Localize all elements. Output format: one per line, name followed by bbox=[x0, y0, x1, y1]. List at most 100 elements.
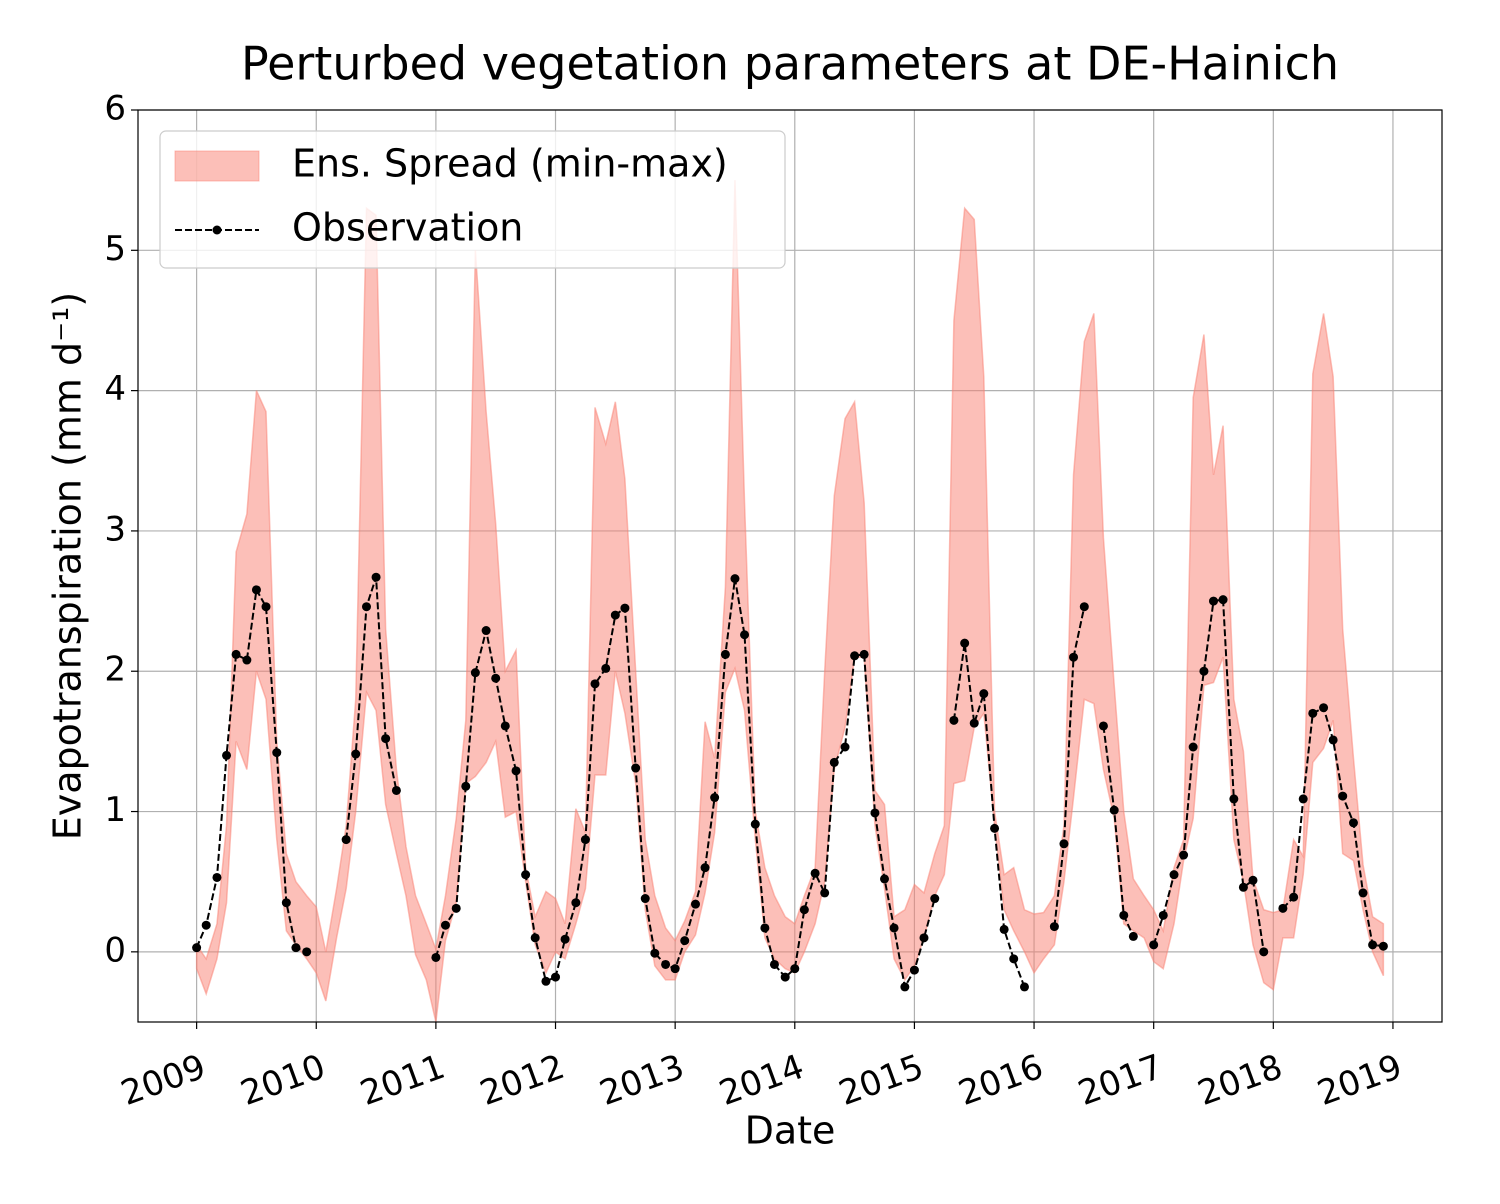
observation-point bbox=[750, 819, 760, 829]
observation-point bbox=[1229, 794, 1239, 804]
observation-point bbox=[870, 808, 880, 818]
observation-point bbox=[820, 888, 830, 898]
observation-point bbox=[470, 668, 480, 678]
y-tick-label: 3 bbox=[104, 509, 126, 549]
observation-point bbox=[580, 835, 590, 845]
observation-point bbox=[909, 965, 919, 975]
observation-point bbox=[859, 649, 869, 659]
observation-point bbox=[1109, 805, 1119, 815]
legend-swatch bbox=[174, 150, 260, 182]
observation-point bbox=[880, 874, 890, 884]
observation-point bbox=[1179, 850, 1189, 860]
observation-point bbox=[979, 689, 989, 699]
observation-point bbox=[1049, 922, 1059, 932]
observation-point bbox=[1098, 721, 1108, 731]
observation-point bbox=[1119, 910, 1129, 920]
observation-point bbox=[1128, 931, 1138, 941]
legend-label: Ens. Spread (min-max) bbox=[292, 142, 728, 186]
observation-point bbox=[500, 721, 510, 731]
observation-point bbox=[1169, 870, 1179, 880]
observation-point bbox=[560, 934, 570, 944]
observation-point bbox=[760, 923, 770, 933]
observation-point bbox=[990, 823, 1000, 833]
observation-point bbox=[610, 610, 620, 620]
observation-point bbox=[930, 894, 940, 904]
observation-point bbox=[710, 793, 720, 803]
observation-point bbox=[1328, 735, 1338, 745]
legend-box bbox=[159, 130, 786, 269]
y-tick-label: 5 bbox=[104, 229, 126, 269]
observation-point bbox=[730, 574, 740, 584]
observation-point bbox=[571, 898, 581, 908]
observation-point bbox=[829, 757, 839, 767]
observation-point bbox=[590, 679, 600, 689]
observation-point bbox=[371, 572, 381, 582]
observation-point bbox=[440, 920, 450, 930]
y-axis-label: Evapotranspiration (mm d⁻¹) bbox=[46, 292, 90, 840]
observation-point bbox=[1059, 839, 1069, 849]
observation-point bbox=[900, 982, 910, 992]
observation-point bbox=[1069, 652, 1079, 662]
ensemble-band bbox=[195, 180, 1385, 1023]
observation-point bbox=[1158, 910, 1168, 920]
observation-point bbox=[780, 972, 790, 982]
observation-point bbox=[1319, 703, 1329, 713]
observation-point bbox=[999, 924, 1009, 934]
observation-point bbox=[1079, 602, 1089, 612]
observation-point bbox=[222, 750, 232, 760]
observation-point bbox=[1289, 892, 1299, 902]
observation-point bbox=[601, 663, 611, 673]
observation-point bbox=[481, 626, 491, 636]
observation-point bbox=[521, 870, 531, 880]
observation-point bbox=[511, 766, 521, 776]
observation-point bbox=[231, 649, 241, 659]
observation-point bbox=[740, 630, 750, 640]
observation-point bbox=[1378, 941, 1388, 951]
observation-point bbox=[551, 972, 561, 982]
observation-point bbox=[1199, 666, 1209, 676]
observation-point bbox=[242, 655, 252, 665]
observation-point bbox=[291, 943, 301, 953]
observation-point bbox=[650, 948, 660, 958]
y-tick-label: 1 bbox=[104, 790, 126, 830]
observation-point bbox=[840, 742, 850, 752]
observation-point bbox=[201, 920, 211, 930]
observation-point bbox=[1368, 940, 1378, 950]
chart-title: Perturbed vegetation parameters at DE-Ha… bbox=[241, 37, 1339, 91]
plot-frame bbox=[137, 109, 1443, 1023]
observation-point bbox=[1238, 882, 1248, 892]
observation-point bbox=[790, 964, 800, 974]
y-tick-label: 0 bbox=[104, 930, 126, 970]
observation-point bbox=[261, 602, 271, 612]
observation-point bbox=[1209, 596, 1219, 606]
observation-point bbox=[1348, 818, 1358, 828]
y-tick-label: 4 bbox=[104, 369, 126, 409]
observation-point bbox=[1149, 940, 1159, 950]
observation-point bbox=[281, 898, 291, 908]
observation-point bbox=[251, 585, 261, 595]
observation-point bbox=[850, 651, 860, 661]
observation-point bbox=[381, 734, 391, 744]
observation-point bbox=[680, 936, 690, 946]
observation-point bbox=[361, 602, 371, 612]
observation-point bbox=[1358, 888, 1368, 898]
observation-point bbox=[351, 749, 361, 759]
observation-point bbox=[620, 603, 630, 613]
observation-point bbox=[1248, 875, 1258, 885]
observation-point bbox=[720, 649, 730, 659]
observation-point bbox=[1278, 903, 1288, 913]
observation-point bbox=[491, 673, 501, 683]
observation-point bbox=[461, 781, 471, 791]
observation-point bbox=[969, 718, 979, 728]
observation-point bbox=[341, 835, 351, 845]
observation-point bbox=[192, 943, 202, 953]
observation-point bbox=[272, 748, 282, 758]
observation-point bbox=[1188, 742, 1198, 752]
observation-point bbox=[431, 952, 441, 962]
legend: Ens. Spread (min-max) Observation bbox=[159, 130, 786, 269]
observation-point bbox=[1218, 595, 1228, 605]
observation-point bbox=[799, 905, 809, 915]
observation-point bbox=[1019, 982, 1029, 992]
observation-point bbox=[1298, 794, 1308, 804]
